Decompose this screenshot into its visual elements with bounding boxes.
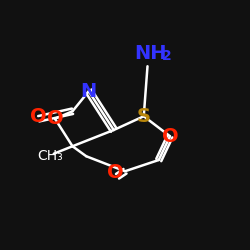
Text: S: S [137, 107, 151, 126]
Text: 2: 2 [162, 49, 172, 63]
Text: O: O [47, 109, 63, 128]
Text: NH: NH [134, 44, 166, 63]
Text: CH₃: CH₃ [37, 149, 63, 163]
Text: N: N [80, 82, 97, 101]
Text: O: O [162, 127, 178, 146]
Text: O: O [107, 163, 123, 182]
Text: O: O [30, 107, 47, 126]
